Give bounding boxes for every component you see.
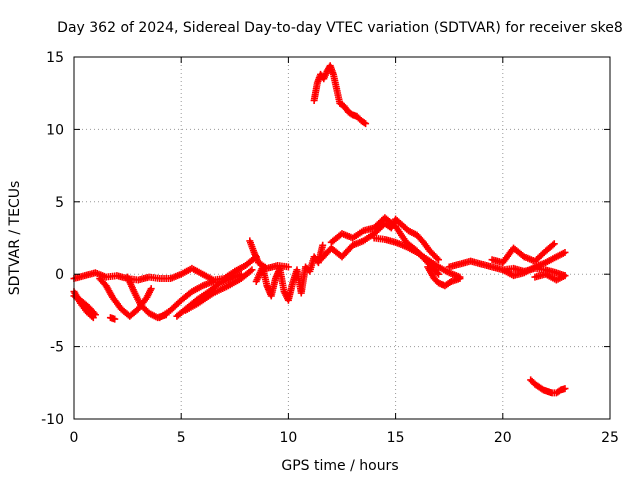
series-baseline-early [70,253,260,284]
data-point [319,241,327,249]
data-point [433,254,441,262]
series-high-cluster [310,62,370,128]
y-tick-label: -5 [50,340,64,356]
series-arc-2 [70,292,99,319]
y-tick-label: 10 [46,122,64,138]
grid [74,57,610,419]
y-tick-label: -10 [41,412,64,428]
data-point [360,119,368,127]
chart-title: Day 362 of 2024, Sidereal Day-to-day VTE… [57,20,623,36]
data-point [209,277,217,285]
y-axis-label: SDTVAR / TECUs [7,181,23,296]
data-point [561,385,569,393]
data-point [434,270,442,278]
data-point [248,266,256,274]
y-tick-label: 5 [55,195,64,211]
x-tick-label: 15 [387,430,405,446]
x-tick-label: 0 [70,430,79,446]
data-point [111,315,119,323]
series-arc-8 [181,266,256,314]
x-axis-ticks: 0 5 10 15 20 25 [70,57,619,446]
data-point [433,269,441,277]
data-point [434,256,442,264]
series-noisy-segment [252,241,327,304]
series-late-lower [499,248,569,280]
data-point [549,241,557,249]
data-point [91,311,99,319]
data-point [284,263,292,271]
series-arc-6 [156,277,217,322]
y-tick-label: 0 [55,267,64,283]
data-point [561,248,569,256]
series-late-dip [531,270,569,284]
series-dip-17 [424,263,464,290]
data-point [561,272,569,280]
x-tick-label: 25 [601,430,619,446]
data-point [456,275,464,283]
series-spike-early [246,237,292,272]
data-point [362,120,370,128]
plot-frame [73,56,611,420]
x-tick-label: 5 [177,430,186,446]
series-descending-band [370,234,464,281]
x-tick-label: 20 [494,430,512,446]
data-point [147,285,155,293]
x-axis-label: GPS time / hours [281,458,398,474]
series-late-upper [488,240,558,267]
series-rise-to-peak [317,215,442,264]
y-axis-ticks: -10 -5 0 5 10 15 [41,50,610,428]
data-marks [70,62,569,397]
y-tick-label: 15 [46,50,64,66]
data-point [90,309,98,317]
series-arc-4 [106,314,119,323]
data-point [246,267,254,275]
x-tick-label: 10 [279,430,297,446]
series-low-cluster [527,376,569,397]
data-point [550,240,558,248]
